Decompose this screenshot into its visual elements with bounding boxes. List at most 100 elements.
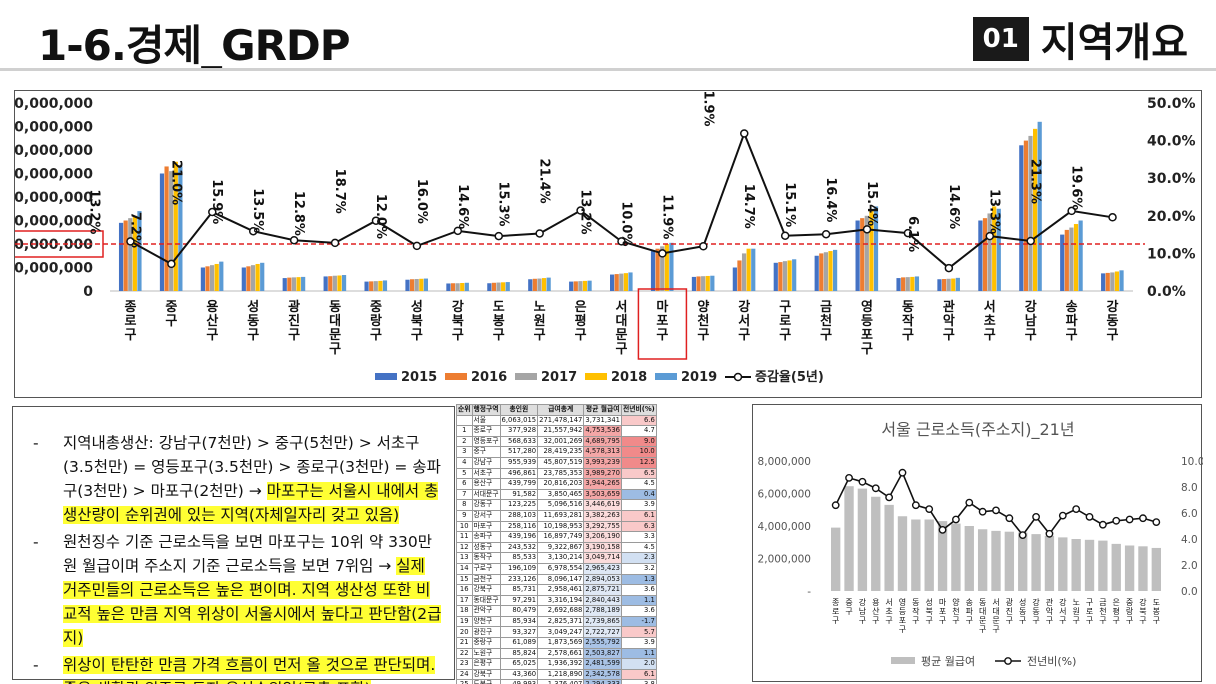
table-cell: 10 xyxy=(456,520,473,533)
table-cell: 1.1 xyxy=(620,594,657,607)
bar-2016 xyxy=(655,248,660,291)
table-cell: 9,322,867 xyxy=(537,541,585,554)
table-row: 17 동대문구 97,291 3,316,194 2,840,443 1.1 xyxy=(456,594,657,607)
legend-label: 2015 xyxy=(401,370,437,385)
table-row: 12 성동구 243,532 9,322,867 3,190,158 4.5 xyxy=(456,541,657,554)
bar-2015 xyxy=(159,173,165,291)
growth-rate-point xyxy=(371,216,381,225)
bar-2017 xyxy=(332,275,337,291)
bullet-dash: - xyxy=(33,656,39,674)
table-cell: 2,894,053 xyxy=(583,573,622,586)
table-cell: 20,816,203 xyxy=(537,478,585,490)
bar-2017 xyxy=(823,252,828,291)
bar-2015 xyxy=(446,283,451,291)
y-tick-label: 20,000,000 xyxy=(15,237,93,253)
table-cell: 3,446,619 xyxy=(583,499,622,511)
bar-2018 xyxy=(541,278,547,291)
table-row: 18 관악구 80,479 2,692,688 2,788,189 3.6 xyxy=(456,605,657,617)
table-cell: 6.6 xyxy=(620,414,657,427)
bar-2018 xyxy=(501,282,506,291)
yoy-point xyxy=(831,501,840,510)
growth-rate-label: 21.0% xyxy=(168,160,183,205)
table-row: 15 금천구 233,126 8,096,147 2,894,053 1.3 xyxy=(456,573,657,586)
table-cell: 20 xyxy=(456,626,473,639)
table-cell: 17 xyxy=(456,594,473,607)
analysis-bullet: - 위상이 탄탄한 만큼 가격 흐름이 먼저 올 것으로 판단되며. 좋은 생활… xyxy=(25,653,442,684)
growth-rate-point xyxy=(576,206,585,215)
table-cell: 2,481,599 xyxy=(583,658,622,670)
table-cell: 금천구 xyxy=(471,573,501,586)
bar-2016 xyxy=(287,277,292,291)
table-row: 6 용산구 439,799 20,816,203 3,944,265 4.5 xyxy=(456,478,657,490)
table-cell: 2,692,688 xyxy=(537,605,585,617)
table-cell: 61,089 xyxy=(499,637,539,649)
yoy-point xyxy=(1139,514,1147,523)
bar-2017 xyxy=(496,282,501,291)
bar-2015 xyxy=(487,283,492,291)
table-cell: 강남구 xyxy=(471,456,501,469)
table-cell: 288,103 xyxy=(499,509,539,522)
table-cell: 2,555,792 xyxy=(583,637,622,649)
bar-2015 xyxy=(364,281,369,291)
y2-tick-label: 40.0% xyxy=(1147,134,1196,150)
y2-tick-label: 0.0 xyxy=(1181,586,1198,598)
growth-rate-point xyxy=(248,226,258,236)
yoy-point xyxy=(1005,514,1014,523)
growth-rate-point xyxy=(821,229,831,239)
table-cell: 517,280 xyxy=(499,446,539,458)
y-tick-label: 50,000,000 xyxy=(15,167,93,183)
table-cell: 3.9 xyxy=(620,637,657,649)
bar-2019 xyxy=(751,248,756,291)
bar-2015 xyxy=(650,251,656,291)
y-tick-label: 2,000,000 xyxy=(758,554,811,566)
growth-rate-label: 14.6% xyxy=(455,184,470,229)
table-cell: 강북구 xyxy=(471,668,501,681)
table-cell: 3.3 xyxy=(620,531,657,543)
bar-2019 xyxy=(710,275,715,291)
bar-2017 xyxy=(619,273,624,291)
table-header-row: 순위 행정구역 총인원 급여총계 평균 월급여 전년비(%) xyxy=(456,404,657,416)
growth-rate-label: 15.9% xyxy=(209,179,224,224)
growth-rate-point xyxy=(985,231,995,241)
bar-2017 xyxy=(414,279,419,291)
table-cell: 12 xyxy=(456,541,473,554)
section-title: 지역개요 xyxy=(1040,20,1188,66)
bar-average-salary xyxy=(1071,539,1081,591)
table-cell: 동작구 xyxy=(471,552,501,564)
table-cell: 10,198,953 xyxy=(537,520,585,533)
yoy-point xyxy=(965,498,974,507)
table-cell: 2,788,189 xyxy=(583,605,622,617)
income-ranking-table: 순위 행정구역 총인원 급여총계 평균 월급여 전년비(%) 서울 6,063,015 271… xyxy=(456,404,657,684)
table-cell: 439,799 xyxy=(499,478,539,490)
table-cell: 11,693,281 xyxy=(537,509,585,522)
bar-2018 xyxy=(378,280,383,291)
table-cell: 3,190,158 xyxy=(583,541,622,554)
table-cell: 93,327 xyxy=(499,626,539,639)
bar-2016 xyxy=(696,276,701,291)
table-cell: 32,001,269 xyxy=(537,435,585,448)
table-row: 서울 6,063,015 271,478,147 3,731,341 6.6 xyxy=(456,414,657,427)
bar-2018 xyxy=(1114,271,1120,291)
bar-2016 xyxy=(369,281,374,291)
bar-2016 xyxy=(1105,272,1110,291)
table-row: 11 송파구 439,196 16,897,749 3,206,190 3.3 xyxy=(456,531,657,543)
table-row: 23 은평구 65,025 1,936,392 2,481,599 2.0 xyxy=(456,658,657,670)
table-cell: 3,206,190 xyxy=(583,531,622,543)
y2-tick-label: 4.0 xyxy=(1181,534,1198,546)
bar-2017 xyxy=(1110,272,1115,291)
bar-2017 xyxy=(660,246,665,291)
table-header-cell: 평균 월급여 xyxy=(583,404,622,416)
table-cell: 65,025 xyxy=(499,658,539,670)
y2-tick-label: 50.0% xyxy=(1147,96,1196,112)
bar-2019 xyxy=(546,277,551,291)
table-cell: 3.8 xyxy=(620,679,657,684)
y-tick-label: 70,000,000 xyxy=(15,120,93,136)
